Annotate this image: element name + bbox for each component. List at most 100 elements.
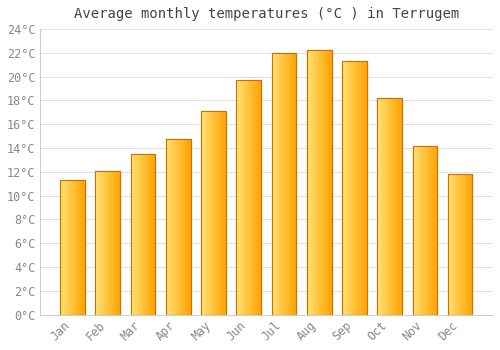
Bar: [428, 146, 430, 315]
Bar: [326, 50, 328, 315]
Bar: [76, 180, 78, 315]
Bar: [100, 171, 102, 315]
Bar: [468, 174, 470, 315]
Bar: [346, 61, 347, 315]
Bar: [201, 111, 202, 315]
Bar: [290, 53, 292, 315]
Bar: [350, 61, 352, 315]
Bar: [432, 146, 434, 315]
Bar: [167, 139, 168, 315]
Bar: [254, 80, 255, 315]
Bar: [364, 61, 366, 315]
Bar: [65, 180, 66, 315]
Bar: [168, 139, 170, 315]
Bar: [205, 111, 206, 315]
Bar: [170, 139, 171, 315]
Bar: [272, 53, 273, 315]
Bar: [118, 171, 119, 315]
Bar: [222, 111, 224, 315]
Bar: [148, 154, 149, 315]
Bar: [256, 80, 258, 315]
Bar: [448, 174, 449, 315]
Bar: [396, 98, 397, 315]
Bar: [236, 80, 238, 315]
Bar: [178, 139, 180, 315]
Bar: [357, 61, 358, 315]
Bar: [84, 180, 85, 315]
Bar: [137, 154, 138, 315]
Bar: [182, 139, 183, 315]
Bar: [313, 50, 314, 315]
Bar: [183, 139, 184, 315]
Bar: [260, 80, 261, 315]
Bar: [220, 111, 221, 315]
Bar: [146, 154, 148, 315]
Bar: [187, 139, 188, 315]
Bar: [99, 171, 100, 315]
Bar: [358, 61, 360, 315]
Bar: [448, 174, 472, 315]
Bar: [310, 50, 312, 315]
Bar: [68, 180, 69, 315]
Bar: [60, 180, 62, 315]
Bar: [171, 139, 172, 315]
Bar: [464, 174, 465, 315]
Bar: [138, 154, 140, 315]
Bar: [363, 61, 364, 315]
Bar: [360, 61, 362, 315]
Bar: [70, 180, 71, 315]
Bar: [415, 146, 416, 315]
Bar: [109, 171, 110, 315]
Bar: [60, 180, 85, 315]
Bar: [294, 53, 295, 315]
Bar: [449, 174, 450, 315]
Bar: [251, 80, 252, 315]
Bar: [236, 80, 261, 315]
Bar: [434, 146, 436, 315]
Bar: [394, 98, 396, 315]
Bar: [98, 171, 99, 315]
Bar: [134, 154, 136, 315]
Bar: [278, 53, 279, 315]
Bar: [149, 154, 150, 315]
Bar: [324, 50, 326, 315]
Bar: [240, 80, 242, 315]
Bar: [154, 154, 156, 315]
Bar: [218, 111, 220, 315]
Bar: [108, 171, 109, 315]
Bar: [342, 61, 366, 315]
Bar: [458, 174, 459, 315]
Bar: [132, 154, 133, 315]
Bar: [166, 139, 190, 315]
Bar: [353, 61, 354, 315]
Bar: [356, 61, 357, 315]
Bar: [378, 98, 380, 315]
Bar: [384, 98, 386, 315]
Bar: [115, 171, 116, 315]
Bar: [459, 174, 460, 315]
Bar: [202, 111, 203, 315]
Bar: [80, 180, 81, 315]
Bar: [212, 111, 214, 315]
Bar: [81, 180, 82, 315]
Bar: [420, 146, 421, 315]
Bar: [320, 50, 322, 315]
Bar: [210, 111, 211, 315]
Bar: [78, 180, 80, 315]
Bar: [286, 53, 288, 315]
Bar: [282, 53, 284, 315]
Bar: [471, 174, 472, 315]
Bar: [279, 53, 280, 315]
Bar: [397, 98, 398, 315]
Bar: [362, 61, 363, 315]
Bar: [382, 98, 384, 315]
Bar: [242, 80, 244, 315]
Bar: [450, 174, 452, 315]
Bar: [421, 146, 422, 315]
Bar: [144, 154, 146, 315]
Bar: [344, 61, 346, 315]
Bar: [119, 171, 120, 315]
Bar: [244, 80, 245, 315]
Bar: [211, 111, 212, 315]
Bar: [224, 111, 226, 315]
